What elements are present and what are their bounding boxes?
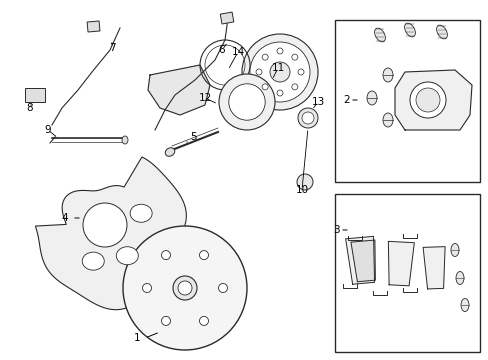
Circle shape (302, 112, 313, 124)
Circle shape (409, 82, 445, 118)
Circle shape (161, 251, 170, 260)
Circle shape (256, 69, 262, 75)
Circle shape (242, 34, 317, 110)
Circle shape (123, 226, 246, 350)
Text: 8: 8 (27, 103, 33, 113)
Ellipse shape (455, 271, 463, 284)
Ellipse shape (366, 91, 376, 105)
Circle shape (161, 316, 170, 325)
Text: 9: 9 (44, 125, 51, 135)
Ellipse shape (374, 28, 385, 42)
Circle shape (218, 284, 227, 292)
Ellipse shape (382, 68, 392, 82)
Text: 5: 5 (190, 132, 196, 142)
Text: 10: 10 (295, 185, 308, 195)
Circle shape (262, 54, 267, 60)
Text: 14: 14 (231, 47, 244, 57)
Circle shape (297, 69, 304, 75)
Bar (220, 12, 233, 24)
Circle shape (199, 316, 208, 325)
Circle shape (249, 42, 309, 102)
Text: 1: 1 (133, 333, 140, 343)
Text: 3: 3 (333, 225, 339, 235)
Circle shape (178, 281, 192, 295)
Ellipse shape (130, 204, 152, 222)
Circle shape (276, 48, 283, 54)
Polygon shape (35, 157, 186, 310)
Ellipse shape (460, 298, 468, 311)
Circle shape (142, 284, 151, 292)
Polygon shape (148, 65, 209, 115)
Text: 6: 6 (218, 45, 225, 55)
Bar (87, 21, 100, 32)
Text: 4: 4 (61, 213, 68, 223)
Ellipse shape (450, 243, 458, 256)
Circle shape (173, 276, 197, 300)
Ellipse shape (404, 23, 415, 37)
Text: 13: 13 (311, 97, 324, 107)
Ellipse shape (122, 136, 128, 144)
Circle shape (83, 203, 127, 247)
Text: 11: 11 (271, 63, 284, 73)
Circle shape (269, 62, 289, 82)
Ellipse shape (165, 148, 174, 156)
Polygon shape (387, 241, 413, 286)
Circle shape (291, 54, 297, 60)
Polygon shape (350, 240, 375, 282)
Circle shape (276, 90, 283, 96)
Text: 2: 2 (343, 95, 349, 105)
Circle shape (296, 174, 312, 190)
Circle shape (228, 84, 264, 120)
Ellipse shape (436, 25, 447, 39)
Circle shape (297, 108, 317, 128)
Text: 12: 12 (198, 93, 211, 103)
Polygon shape (394, 70, 471, 130)
Circle shape (291, 84, 297, 90)
Bar (25, 88, 45, 102)
Bar (334, 20, 479, 182)
Polygon shape (422, 247, 444, 289)
Circle shape (262, 84, 267, 90)
Ellipse shape (116, 247, 138, 265)
Circle shape (219, 74, 274, 130)
Polygon shape (345, 237, 374, 284)
Ellipse shape (82, 252, 104, 270)
Text: 7: 7 (108, 43, 115, 53)
Bar (334, 194, 479, 352)
Circle shape (415, 88, 439, 112)
Circle shape (199, 251, 208, 260)
Ellipse shape (382, 113, 392, 127)
